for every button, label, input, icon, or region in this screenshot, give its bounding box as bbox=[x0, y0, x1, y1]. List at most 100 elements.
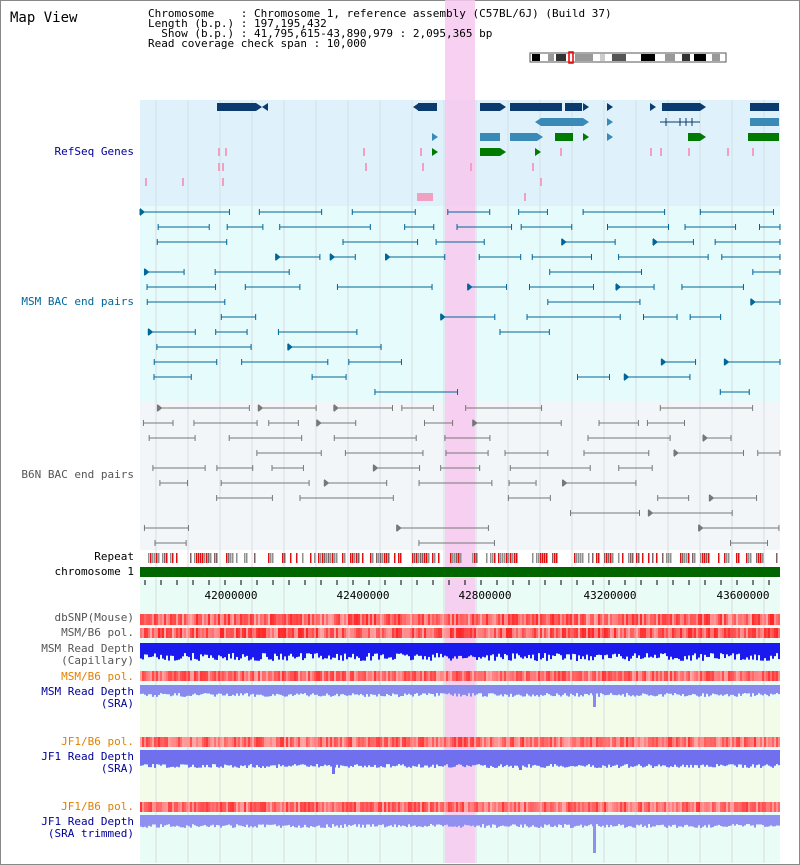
polymorphism-mark bbox=[542, 614, 544, 625]
read-depth-bar bbox=[296, 815, 298, 828]
repeat-mark bbox=[750, 553, 752, 563]
read-depth-bar bbox=[578, 815, 580, 826]
read-depth-bar bbox=[190, 815, 192, 828]
polymorphism-mark bbox=[698, 614, 700, 625]
read-depth-bar bbox=[242, 643, 244, 655]
ideogram-band bbox=[600, 54, 605, 61]
track-label-repeat[interactable]: Repeat bbox=[94, 550, 134, 563]
polymorphism-mark bbox=[466, 802, 468, 812]
repeat-mark bbox=[332, 553, 334, 563]
polymorphism-mark bbox=[384, 628, 386, 638]
polymorphism-mark bbox=[194, 628, 196, 638]
track-label-jf1-depth-trimmed[interactable]: JF1 Read Depth (SRA trimmed) bbox=[41, 816, 134, 840]
read-depth-bar bbox=[766, 815, 768, 827]
polymorphism-mark bbox=[334, 628, 336, 638]
read-depth-bar bbox=[534, 685, 536, 697]
read-depth-bar bbox=[190, 643, 192, 661]
read-depth-bar bbox=[278, 643, 280, 660]
read-depth-bar bbox=[520, 685, 522, 696]
read-depth-bar bbox=[366, 643, 368, 657]
read-depth-bar bbox=[494, 815, 496, 825]
read-depth-bar bbox=[252, 685, 254, 694]
polymorphism-mark bbox=[180, 628, 182, 638]
gene-tick bbox=[470, 163, 472, 171]
read-depth-bar bbox=[352, 643, 354, 654]
polymorphism-mark bbox=[646, 671, 648, 681]
polymorphism-mark bbox=[322, 628, 324, 638]
repeat-mark bbox=[494, 553, 496, 563]
polymorphism-mark bbox=[258, 671, 260, 681]
track-label-msm-depth-sra[interactable]: MSM Read Depth (SRA) bbox=[41, 686, 134, 710]
polymorphism-mark bbox=[666, 671, 668, 681]
polymorphism-mark bbox=[200, 614, 202, 625]
polymorphism-mark bbox=[206, 671, 208, 681]
read-depth-bar bbox=[396, 643, 398, 654]
read-depth-bar bbox=[374, 643, 376, 654]
read-depth-bar bbox=[312, 815, 314, 827]
read-depth-bar bbox=[264, 750, 266, 768]
track-label-refseq[interactable]: RefSeq Genes bbox=[54, 145, 134, 158]
track-label-msm-depth-capillary[interactable]: MSM Read Depth (Capillary) bbox=[41, 643, 134, 667]
read-depth-bar bbox=[656, 685, 658, 696]
polymorphism-mark bbox=[278, 628, 280, 638]
polymorphism-mark bbox=[644, 614, 646, 625]
polymorphism-mark bbox=[140, 737, 142, 747]
read-depth-bar bbox=[636, 643, 638, 658]
polymorphism-mark bbox=[580, 628, 582, 638]
polymorphism-mark bbox=[340, 802, 342, 812]
read-depth-bar bbox=[778, 750, 780, 766]
read-depth-bar bbox=[378, 643, 380, 660]
read-depth-bar bbox=[140, 815, 142, 827]
polymorphism-mark bbox=[270, 737, 272, 747]
polymorphism-mark bbox=[564, 614, 566, 625]
polymorphism-mark bbox=[444, 628, 446, 638]
read-depth-bar bbox=[642, 815, 644, 828]
read-depth-bar bbox=[760, 643, 762, 661]
track-label-jf1-depth-sra[interactable]: JF1 Read Depth (SRA) bbox=[41, 751, 134, 775]
polymorphism-mark bbox=[156, 802, 158, 812]
repeat-mark bbox=[414, 553, 416, 563]
track-label-msm-b6-pol-2[interactable]: MSM/B6 pol. bbox=[61, 670, 134, 683]
track-label-jf1-pol-1[interactable]: JF1/B6 pol. bbox=[61, 735, 134, 748]
polymorphism-mark bbox=[488, 802, 490, 812]
read-depth-bar bbox=[540, 815, 542, 827]
read-depth-bar bbox=[588, 815, 590, 826]
polymorphism-mark bbox=[432, 614, 434, 625]
polymorphism-mark bbox=[276, 628, 278, 638]
polymorphism-mark bbox=[460, 737, 462, 747]
read-depth-bar bbox=[444, 815, 446, 826]
polymorphism-mark bbox=[152, 614, 154, 625]
track-label-msm-b6-pol-1[interactable]: MSM/B6 pol. bbox=[61, 626, 134, 639]
polymorphism-mark bbox=[476, 671, 478, 681]
polymorphism-mark bbox=[284, 671, 286, 681]
read-depth-bar bbox=[582, 750, 584, 766]
polymorphism-mark bbox=[748, 671, 750, 681]
read-depth-bar bbox=[294, 643, 296, 659]
polymorphism-mark bbox=[316, 614, 318, 625]
polymorphism-mark bbox=[458, 671, 460, 681]
read-depth-bar bbox=[734, 750, 736, 766]
polymorphism-mark bbox=[438, 671, 440, 681]
polymorphism-mark bbox=[556, 737, 558, 747]
track-label-b6n-bac[interactable]: B6N BAC end pairs bbox=[21, 468, 134, 481]
bac-end-arrow bbox=[333, 404, 339, 412]
read-depth-bar bbox=[242, 685, 244, 696]
polymorphism-mark bbox=[614, 628, 616, 638]
read-depth-bar bbox=[468, 750, 470, 766]
track-label-chromosome[interactable]: chromosome 1 bbox=[54, 565, 134, 578]
repeat-mark bbox=[372, 553, 374, 563]
polymorphism-mark bbox=[204, 802, 206, 812]
polymorphism-mark bbox=[746, 671, 748, 681]
polymorphism-mark bbox=[240, 628, 242, 638]
read-depth-bar bbox=[562, 685, 564, 695]
track-label-msm-bac[interactable]: MSM BAC end pairs bbox=[21, 295, 134, 308]
repeat-mark bbox=[490, 553, 492, 563]
polymorphism-mark bbox=[268, 671, 270, 681]
polymorphism-mark bbox=[612, 737, 614, 747]
track-label-jf1-pol-2[interactable]: JF1/B6 pol. bbox=[61, 800, 134, 813]
read-depth-bar bbox=[632, 643, 634, 656]
polymorphism-mark bbox=[714, 737, 716, 747]
read-depth-bar bbox=[444, 750, 446, 766]
track-label-dbsnp[interactable]: dbSNP(Mouse) bbox=[54, 611, 134, 624]
